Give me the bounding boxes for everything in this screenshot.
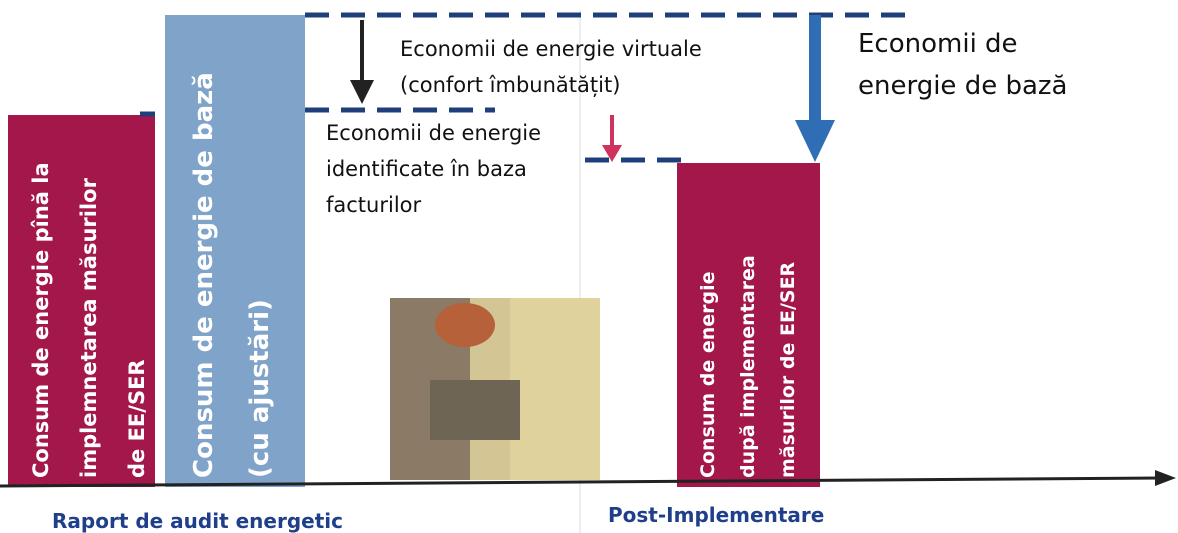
annotation: Economii de energie virtuale [400,37,702,61]
bar-label: măsurilor de EE/SER [777,261,799,478]
annotation: identificate în baza [326,157,527,181]
annotation: (confort îmbunătățit) [400,73,620,97]
arrow-head [602,145,622,162]
x-label: Post-Implementare [608,503,824,527]
bar-label: Consum de energie de bază [189,72,219,478]
annotation: Economii de energie [326,121,541,145]
axis-arrow [1155,470,1176,486]
bar-label: implemnetarea măsurilor [77,177,101,478]
x-label: Raport de audit energetic [52,509,343,533]
bar [8,115,155,487]
bar-label: după implementarea [737,255,759,478]
annotation: facturilor [326,193,422,217]
bar [677,163,820,487]
annotation: energie de bază [858,71,1067,101]
bar-label: de EE/SER [125,359,149,478]
bar-label: (cu ajustări) [245,299,275,478]
bar-label: Consum de energie [697,271,719,478]
axis [0,476,1161,488]
bar [165,15,305,487]
photo [390,298,600,480]
bar-label: Consum de energie pînă la [29,162,53,478]
annotation: Economii de [858,29,1018,59]
arrow-head [795,120,835,162]
